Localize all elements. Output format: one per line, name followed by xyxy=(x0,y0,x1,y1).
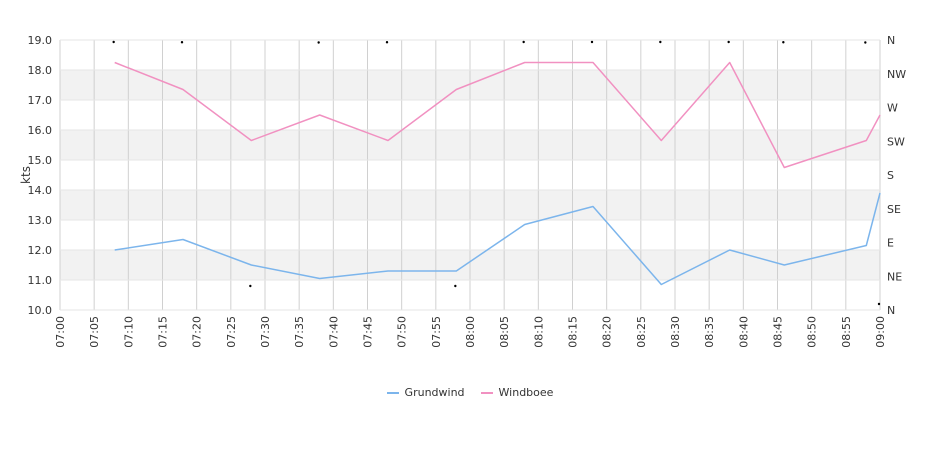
y-tick-label: 12.0 xyxy=(28,244,53,257)
x-tick-label: 08:35 xyxy=(703,316,716,348)
direction-marker xyxy=(727,40,730,44)
legend-label-windboee: Windboee xyxy=(498,386,554,399)
direction-marker xyxy=(877,302,881,306)
x-tick-label: 07:30 xyxy=(259,316,272,348)
x-tick-label: 07:10 xyxy=(122,316,135,348)
series-line-windboee xyxy=(114,61,881,169)
direction-axis-ticks: N NE E SE S SW W NW N xyxy=(887,34,906,317)
x-tick-label: 09:00 xyxy=(874,316,887,348)
y-tick-label: 14.0 xyxy=(28,184,53,197)
y-tick-label: 18.0 xyxy=(28,64,53,77)
x-tick-label: 07:25 xyxy=(225,316,238,348)
direction-tick-label: N xyxy=(887,34,895,47)
x-tick-label: 07:20 xyxy=(191,316,204,348)
series-lines xyxy=(114,61,881,286)
y-axis-label: kts xyxy=(19,166,33,184)
direction-marker xyxy=(180,41,184,44)
direction-marker xyxy=(112,40,115,44)
x-tick-label: 08:45 xyxy=(772,316,785,348)
direction-marker xyxy=(454,284,457,288)
x-tick-label: 07:50 xyxy=(396,316,409,348)
y-tick-label: 11.0 xyxy=(28,274,53,287)
direction-tick-label: SW xyxy=(887,135,905,148)
direction-tick-label: SE xyxy=(887,203,901,216)
x-tick-label: 08:10 xyxy=(532,316,545,348)
direction-tick-label: N xyxy=(887,304,895,317)
legend-item-grundwind[interactable]: Grundwind xyxy=(386,386,465,399)
y-tick-label: 15.0 xyxy=(28,154,53,167)
x-tick-label: 07:55 xyxy=(430,316,443,348)
direction-marker xyxy=(782,41,785,44)
x-tick-label: 07:35 xyxy=(293,316,306,348)
direction-tick-label: W xyxy=(887,102,898,115)
x-tick-label: 08:00 xyxy=(464,316,477,348)
legend-label-grundwind: Grundwind xyxy=(404,386,465,399)
direction-marker xyxy=(864,41,867,44)
direction-tick-label: E xyxy=(887,237,894,250)
legend: Grundwind Windboee xyxy=(0,386,940,399)
x-tick-label: 08:20 xyxy=(601,316,614,348)
direction-tick-label: NW xyxy=(887,68,906,81)
x-tick-label: 08:55 xyxy=(840,316,853,348)
direction-marker xyxy=(659,40,662,44)
y-tick-label: 10.0 xyxy=(28,304,53,317)
x-tick-label: 07:15 xyxy=(157,316,170,348)
direction-marker xyxy=(590,40,594,44)
direction-marker xyxy=(385,41,389,44)
x-tick-label: 08:40 xyxy=(737,316,750,348)
horizontal-gridlines xyxy=(60,39,880,311)
direction-marker xyxy=(522,40,525,44)
direction-marker xyxy=(317,41,320,44)
y-tick-label: 13.0 xyxy=(28,214,53,227)
direction-marker xyxy=(249,284,252,288)
x-tick-label: 08:05 xyxy=(498,316,511,348)
x-tick-label: 08:15 xyxy=(567,316,580,348)
series-line-grundwind xyxy=(114,192,881,286)
x-tick-label: 07:45 xyxy=(362,316,375,348)
y-tick-label: 17.0 xyxy=(28,94,53,107)
legend-swatch-windboee xyxy=(480,391,493,394)
y-tick-label: 19.0 xyxy=(28,34,53,47)
x-tick-label: 07:00 xyxy=(54,316,67,348)
vertical-gridlines xyxy=(59,40,881,310)
legend-swatch-grundwind xyxy=(386,391,399,394)
y-tick-label: 16.0 xyxy=(28,124,53,137)
direction-markers xyxy=(112,40,881,306)
x-tick-label: 08:30 xyxy=(669,316,682,348)
x-axis-ticks: 07:00 07:05 07:10 07:15 07:20 07:25 07:30 07:35… xyxy=(54,316,887,348)
x-tick-label: 08:25 xyxy=(635,316,648,348)
direction-tick-label: NE xyxy=(887,270,902,283)
direction-tick-label: S xyxy=(887,169,894,182)
x-tick-label: 07:40 xyxy=(327,316,340,348)
x-tick-label: 08:50 xyxy=(806,316,819,348)
y-axis-ticks: 10.0 11.0 12.0 13.0 14.0 15.0 16.0 17.0 18.0 19.0 xyxy=(28,34,53,317)
legend-item-windboee[interactable]: Windboee xyxy=(480,386,554,399)
x-tick-label: 07:05 xyxy=(88,316,101,348)
